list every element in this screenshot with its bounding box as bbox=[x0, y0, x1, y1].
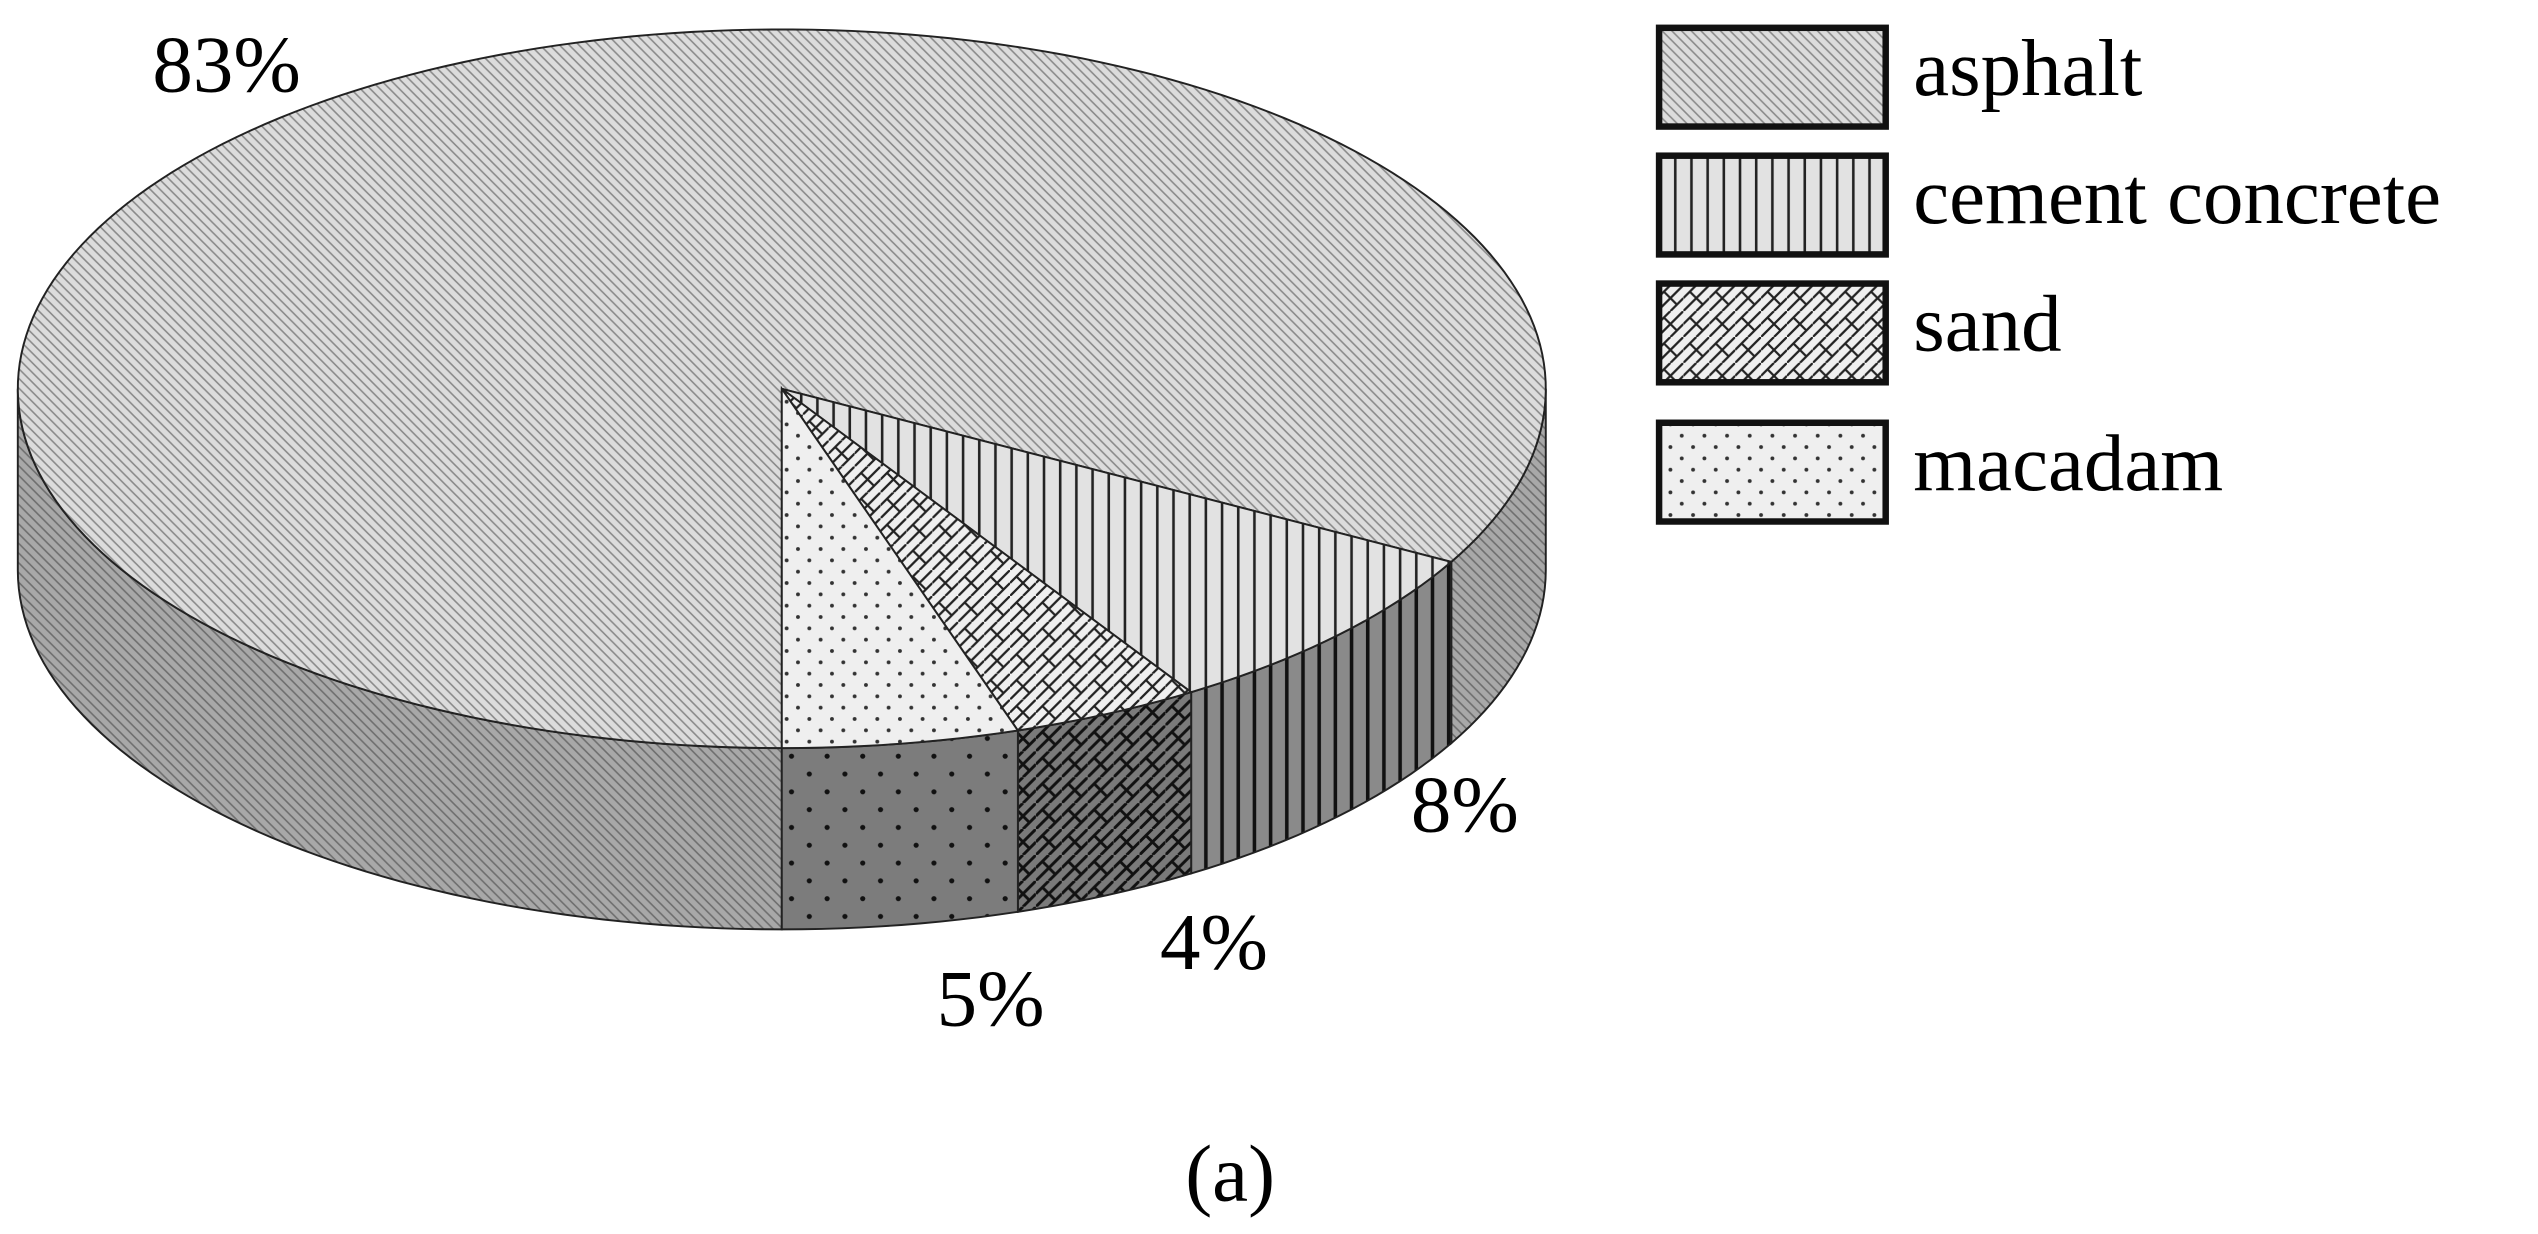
slice-side bbox=[780, 729, 1019, 931]
value-label: 83% bbox=[152, 20, 300, 110]
value-label: 5% bbox=[937, 954, 1045, 1044]
slice bbox=[780, 387, 1194, 732]
legend-label: asphalt bbox=[1913, 23, 2143, 113]
legend-swatch bbox=[1655, 152, 1889, 258]
legend-swatch bbox=[1655, 280, 1889, 386]
pie-sides bbox=[16, 388, 1547, 931]
value-label: 4% bbox=[1160, 897, 1268, 987]
labels: 83% 8% 4% 5% bbox=[152, 20, 1518, 1044]
legend-swatch bbox=[1655, 419, 1889, 525]
caption: (a) bbox=[1185, 1128, 1275, 1218]
slice bbox=[781, 387, 1454, 694]
legend: asphalt cement concrete sand macadam bbox=[1655, 23, 2441, 525]
value-label: 8% bbox=[1411, 759, 1519, 849]
legend-label: cement concrete bbox=[1913, 151, 2441, 241]
pie-tops bbox=[16, 28, 1547, 750]
slice bbox=[780, 385, 1020, 750]
legend-label: sand bbox=[1913, 279, 2061, 369]
legend-swatch bbox=[1655, 24, 1889, 130]
legend-label: macadam bbox=[1913, 418, 2223, 508]
